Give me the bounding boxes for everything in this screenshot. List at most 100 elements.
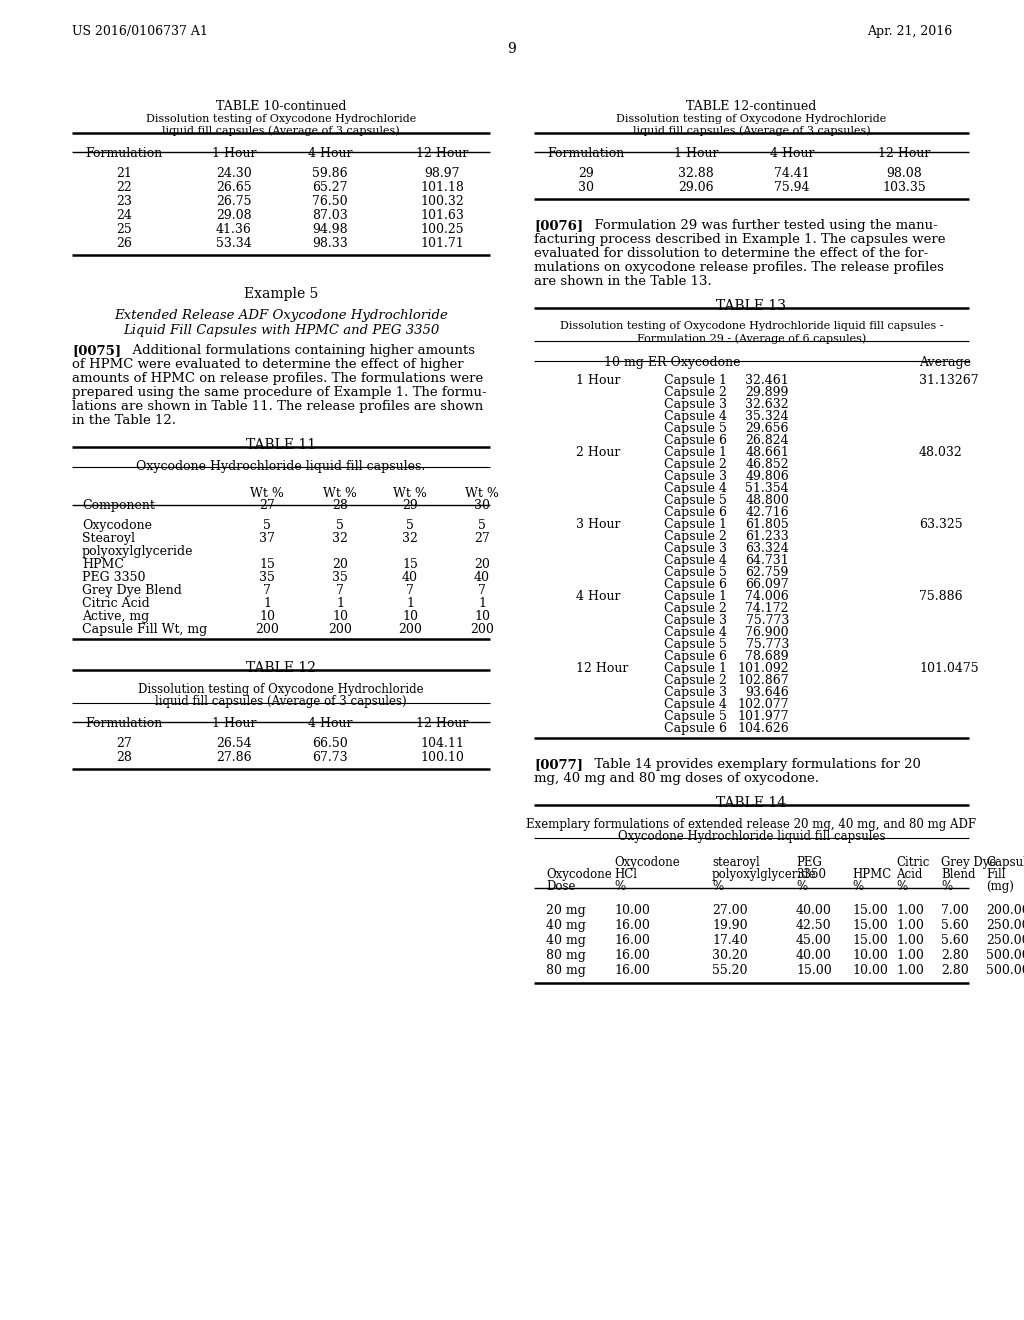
Text: 98.97: 98.97 <box>424 168 460 180</box>
Text: Capsule 1: Capsule 1 <box>664 517 727 531</box>
Text: 66.097: 66.097 <box>745 578 790 591</box>
Text: Capsule 3: Capsule 3 <box>664 399 727 411</box>
Text: US 2016/0106737 A1: US 2016/0106737 A1 <box>72 25 208 38</box>
Text: 67.73: 67.73 <box>312 751 348 764</box>
Text: 40: 40 <box>474 572 490 583</box>
Text: Capsule 3: Capsule 3 <box>664 686 727 700</box>
Text: 42.716: 42.716 <box>745 506 790 519</box>
Text: TABLE 12-continued: TABLE 12-continued <box>686 100 817 114</box>
Text: 1.00: 1.00 <box>896 949 924 962</box>
Text: Capsule 3: Capsule 3 <box>664 543 727 554</box>
Text: 15: 15 <box>402 558 418 572</box>
Text: Blend: Blend <box>941 869 976 880</box>
Text: 27: 27 <box>474 532 489 545</box>
Text: TABLE 14: TABLE 14 <box>717 796 786 810</box>
Text: 62.759: 62.759 <box>745 566 790 579</box>
Text: Citric: Citric <box>896 855 930 869</box>
Text: Capsule 5: Capsule 5 <box>664 710 727 723</box>
Text: Capsule 3: Capsule 3 <box>664 614 727 627</box>
Text: 75.94: 75.94 <box>774 181 810 194</box>
Text: 42.50: 42.50 <box>796 919 831 932</box>
Text: 101.71: 101.71 <box>420 238 464 249</box>
Text: 100.32: 100.32 <box>420 195 464 209</box>
Text: Apr. 21, 2016: Apr. 21, 2016 <box>866 25 952 38</box>
Text: 32.632: 32.632 <box>745 399 790 411</box>
Text: 10: 10 <box>474 610 490 623</box>
Text: 5.60: 5.60 <box>941 919 969 932</box>
Text: 29.08: 29.08 <box>216 209 252 222</box>
Text: 1.00: 1.00 <box>896 919 924 932</box>
Text: 102.867: 102.867 <box>737 675 790 686</box>
Text: 10.00: 10.00 <box>852 964 888 977</box>
Text: 101.18: 101.18 <box>420 181 464 194</box>
Text: 30: 30 <box>474 499 490 512</box>
Text: liquid fill capsules (Average of 3 capsules): liquid fill capsules (Average of 3 capsu… <box>633 125 870 136</box>
Text: 7: 7 <box>263 583 271 597</box>
Text: Capsule 6: Capsule 6 <box>664 506 727 519</box>
Text: 101.977: 101.977 <box>737 710 790 723</box>
Text: 94.98: 94.98 <box>312 223 348 236</box>
Text: Capsule 6: Capsule 6 <box>664 649 727 663</box>
Text: 25: 25 <box>116 223 132 236</box>
Text: 9: 9 <box>508 42 516 55</box>
Text: %: % <box>712 880 723 894</box>
Text: 16.00: 16.00 <box>614 964 650 977</box>
Text: 1: 1 <box>263 597 271 610</box>
Text: Capsule: Capsule <box>986 855 1024 869</box>
Text: 26.54: 26.54 <box>216 737 252 750</box>
Text: prepared using the same procedure of Example 1. The formu-: prepared using the same procedure of Exa… <box>72 385 486 399</box>
Text: 27.00: 27.00 <box>712 904 748 917</box>
Text: 1 Hour: 1 Hour <box>212 147 256 160</box>
Text: 80 mg: 80 mg <box>546 964 586 977</box>
Text: 100.25: 100.25 <box>420 223 464 236</box>
Text: 20 mg: 20 mg <box>546 904 586 917</box>
Text: (mg): (mg) <box>986 880 1014 894</box>
Text: 32: 32 <box>332 532 348 545</box>
Text: 12 Hour: 12 Hour <box>416 147 468 160</box>
Text: 55.20: 55.20 <box>712 964 748 977</box>
Text: 1: 1 <box>406 597 414 610</box>
Text: 93.646: 93.646 <box>745 686 790 700</box>
Text: 28: 28 <box>332 499 348 512</box>
Text: 26.75: 26.75 <box>216 195 252 209</box>
Text: Capsule 4: Capsule 4 <box>664 698 727 711</box>
Text: HCl: HCl <box>614 869 637 880</box>
Text: 10: 10 <box>402 610 418 623</box>
Text: 76.50: 76.50 <box>312 195 348 209</box>
Text: 101.0475: 101.0475 <box>919 663 979 675</box>
Text: 1: 1 <box>336 597 344 610</box>
Text: 29: 29 <box>579 168 594 180</box>
Text: 48.661: 48.661 <box>745 446 790 459</box>
Text: 29.899: 29.899 <box>745 385 790 399</box>
Text: 102.077: 102.077 <box>737 698 790 711</box>
Text: 37: 37 <box>259 532 274 545</box>
Text: 35.324: 35.324 <box>745 411 790 422</box>
Text: PEG 3350: PEG 3350 <box>82 572 145 583</box>
Text: 15.00: 15.00 <box>852 935 888 946</box>
Text: 1 Hour: 1 Hour <box>575 374 621 387</box>
Text: 29.656: 29.656 <box>745 422 790 436</box>
Text: [0075]: [0075] <box>72 345 121 356</box>
Text: 103.35: 103.35 <box>882 181 926 194</box>
Text: Formulation: Formulation <box>548 147 625 160</box>
Text: 49.806: 49.806 <box>745 470 790 483</box>
Text: 16.00: 16.00 <box>614 935 650 946</box>
Text: 45.00: 45.00 <box>796 935 831 946</box>
Text: 7.00: 7.00 <box>941 904 969 917</box>
Text: 1.00: 1.00 <box>896 964 924 977</box>
Text: 200: 200 <box>398 623 422 636</box>
Text: TABLE 11: TABLE 11 <box>246 438 316 451</box>
Text: 66.50: 66.50 <box>312 737 348 750</box>
Text: Oxycodone: Oxycodone <box>546 869 611 880</box>
Text: 28: 28 <box>116 751 132 764</box>
Text: 17.40: 17.40 <box>712 935 748 946</box>
Text: 53.34: 53.34 <box>216 238 252 249</box>
Text: Wt %: Wt % <box>393 487 427 500</box>
Text: Capsule 4: Capsule 4 <box>664 482 727 495</box>
Text: 15.00: 15.00 <box>852 919 888 932</box>
Text: 200: 200 <box>470 623 494 636</box>
Text: Dissolution testing of Oxycodone Hydrochloride liquid fill capsules -: Dissolution testing of Oxycodone Hydroch… <box>560 321 943 331</box>
Text: 41.36: 41.36 <box>216 223 252 236</box>
Text: polyoxylglyceride: polyoxylglyceride <box>82 545 194 558</box>
Text: 48.800: 48.800 <box>745 494 790 507</box>
